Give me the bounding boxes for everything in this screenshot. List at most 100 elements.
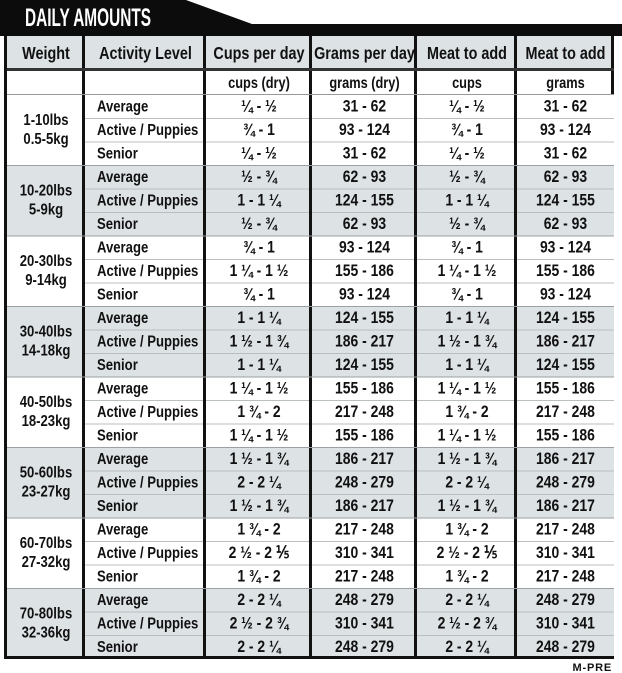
svg-text:1 ¼ - 1 ½: 1 ¼ - 1 ½ <box>438 380 497 399</box>
svg-text:¼ - ½: ¼ - ½ <box>241 98 277 117</box>
svg-text:186 - 217: 186 - 217 <box>536 497 595 516</box>
svg-text:Active / Puppies: Active / Puppies <box>97 475 198 492</box>
svg-text:2 - 2 ¼: 2 - 2 ¼ <box>237 638 281 657</box>
svg-text:31 - 62: 31 - 62 <box>544 145 588 164</box>
svg-text:Senior: Senior <box>97 639 138 656</box>
svg-text:Senior: Senior <box>97 146 138 163</box>
svg-text:1 - 1 ¼: 1 - 1 ¼ <box>445 356 489 375</box>
svg-text:2 - 2 ¼: 2 - 2 ¼ <box>445 474 489 493</box>
svg-text:Cups per day: Cups per day <box>213 44 304 64</box>
svg-text:¾ - 1: ¾ - 1 <box>451 286 483 305</box>
svg-text:DAILY AMOUNTS: DAILY AMOUNTS <box>25 4 151 32</box>
svg-text:Active / Puppies: Active / Puppies <box>97 404 198 421</box>
svg-text:217 - 248: 217 - 248 <box>335 403 394 422</box>
svg-text:31 - 62: 31 - 62 <box>343 145 387 164</box>
svg-text:1 ½ - 1 ¾: 1 ½ - 1 ¾ <box>438 450 498 469</box>
svg-text:2 - 2 ¼: 2 - 2 ¼ <box>237 474 281 493</box>
svg-text:Activity Level: Activity Level <box>99 44 192 64</box>
svg-text:Senior: Senior <box>97 287 138 304</box>
svg-text:1 ¼ - 1 ½: 1 ¼ - 1 ½ <box>230 380 289 399</box>
svg-text:217 - 248: 217 - 248 <box>536 403 595 422</box>
svg-text:23-27kg: 23-27kg <box>22 484 71 501</box>
svg-text:186 - 217: 186 - 217 <box>335 497 394 516</box>
svg-text:½ - ¾: ½ - ¾ <box>449 168 486 187</box>
svg-text:1 ¾ - 2: 1 ¾ - 2 <box>445 403 489 422</box>
svg-text:62 - 93: 62 - 93 <box>544 215 588 234</box>
svg-text:40-50lbs: 40-50lbs <box>20 394 73 411</box>
svg-text:124 - 155: 124 - 155 <box>335 309 394 328</box>
svg-text:310 - 341: 310 - 341 <box>335 615 394 634</box>
svg-text:Grams per day: Grams per day <box>314 44 415 64</box>
svg-text:31 - 62: 31 - 62 <box>343 98 387 117</box>
svg-text:1 ¾ - 2: 1 ¾ - 2 <box>237 521 281 540</box>
svg-text:½ - ¾: ½ - ¾ <box>449 215 486 234</box>
svg-text:155 - 186: 155 - 186 <box>536 380 595 399</box>
svg-text:18-23kg: 18-23kg <box>22 413 71 430</box>
svg-text:93 - 124: 93 - 124 <box>339 286 390 305</box>
svg-text:Average: Average <box>97 381 148 398</box>
svg-text:Meat to add: Meat to add <box>526 44 606 64</box>
svg-text:50-60lbs: 50-60lbs <box>20 465 73 482</box>
svg-text:¼ - ½: ¼ - ½ <box>449 98 485 117</box>
svg-text:93 - 124: 93 - 124 <box>540 121 591 140</box>
svg-text:1 - 1 ¼: 1 - 1 ¼ <box>237 192 281 211</box>
svg-text:2 ½ - 2 ¾: 2 ½ - 2 ¾ <box>438 615 498 634</box>
svg-text:1 - 1 ¼: 1 - 1 ¼ <box>445 192 489 211</box>
svg-text:155 - 186: 155 - 186 <box>335 427 394 446</box>
svg-text:248 - 279: 248 - 279 <box>335 474 394 493</box>
svg-text:27-32kg: 27-32kg <box>22 554 71 571</box>
svg-text:grams (dry): grams (dry) <box>329 75 399 93</box>
svg-text:Active / Puppies: Active / Puppies <box>97 334 198 351</box>
svg-text:1 ½ - 1 ¾: 1 ½ - 1 ¾ <box>230 450 290 469</box>
svg-text:9-14kg: 9-14kg <box>25 272 67 289</box>
svg-text:1 ½ - 1 ¾: 1 ½ - 1 ¾ <box>230 497 290 516</box>
svg-text:155 - 186: 155 - 186 <box>536 427 595 446</box>
svg-text:1 ½ - 1 ¾: 1 ½ - 1 ¾ <box>438 333 498 352</box>
svg-text:cups (dry): cups (dry) <box>228 75 290 93</box>
svg-text:62 - 93: 62 - 93 <box>343 215 387 234</box>
svg-text:Active / Puppies: Active / Puppies <box>97 122 198 139</box>
svg-text:93 - 124: 93 - 124 <box>339 121 390 140</box>
svg-text:124 - 155: 124 - 155 <box>335 356 394 375</box>
svg-text:1 - 1 ¼: 1 - 1 ¼ <box>237 309 281 328</box>
svg-text:Average: Average <box>97 310 148 327</box>
svg-text:½ - ¾: ½ - ¾ <box>241 215 278 234</box>
svg-text:70-80lbs: 70-80lbs <box>20 606 73 623</box>
svg-text:0.5-5kg: 0.5-5kg <box>23 131 68 148</box>
svg-text:Average: Average <box>97 592 148 609</box>
svg-text:186 - 217: 186 - 217 <box>335 450 394 469</box>
svg-text:248 - 279: 248 - 279 <box>335 638 394 657</box>
svg-text:Average: Average <box>97 451 148 468</box>
svg-text:124 - 155: 124 - 155 <box>536 309 595 328</box>
svg-text:Average: Average <box>97 169 148 186</box>
svg-text:grams: grams <box>546 75 584 93</box>
svg-text:217 - 248: 217 - 248 <box>335 568 394 587</box>
svg-text:14-18kg: 14-18kg <box>22 343 71 360</box>
svg-text:186 - 217: 186 - 217 <box>335 333 394 352</box>
svg-text:Average: Average <box>97 99 148 116</box>
svg-text:¾ - 1: ¾ - 1 <box>451 121 483 140</box>
svg-text:¾ - 1: ¾ - 1 <box>243 239 275 258</box>
svg-text:Senior: Senior <box>97 357 138 374</box>
svg-text:248 - 279: 248 - 279 <box>536 591 595 610</box>
svg-text:¼ - ½: ¼ - ½ <box>241 145 277 164</box>
svg-text:248 - 279: 248 - 279 <box>536 638 595 657</box>
svg-text:2 - 2 ¼: 2 - 2 ¼ <box>237 591 281 610</box>
svg-text:1 - 1 ¼: 1 - 1 ¼ <box>237 356 281 375</box>
svg-text:1 ½ - 1 ¾: 1 ½ - 1 ¾ <box>230 333 290 352</box>
svg-text:186 - 217: 186 - 217 <box>536 450 595 469</box>
svg-text:93 - 124: 93 - 124 <box>339 239 390 258</box>
svg-text:310 - 341: 310 - 341 <box>335 544 394 563</box>
svg-text:62 - 93: 62 - 93 <box>343 168 387 187</box>
svg-text:¾ - 1: ¾ - 1 <box>451 239 483 258</box>
svg-text:2 - 2 ¼: 2 - 2 ¼ <box>445 591 489 610</box>
svg-text:2 ½ - 2 ⅕: 2 ½ - 2 ⅕ <box>437 544 499 563</box>
svg-text:124 - 155: 124 - 155 <box>536 192 595 211</box>
svg-text:Average: Average <box>97 240 148 257</box>
svg-text:31 - 62: 31 - 62 <box>544 98 588 117</box>
svg-text:5-9kg: 5-9kg <box>29 202 63 219</box>
svg-text:Active / Puppies: Active / Puppies <box>97 193 198 210</box>
svg-text:Senior: Senior <box>97 216 138 233</box>
svg-text:1 ¼ - 1 ½: 1 ¼ - 1 ½ <box>230 427 289 446</box>
svg-text:1-10lbs: 1-10lbs <box>23 112 68 129</box>
